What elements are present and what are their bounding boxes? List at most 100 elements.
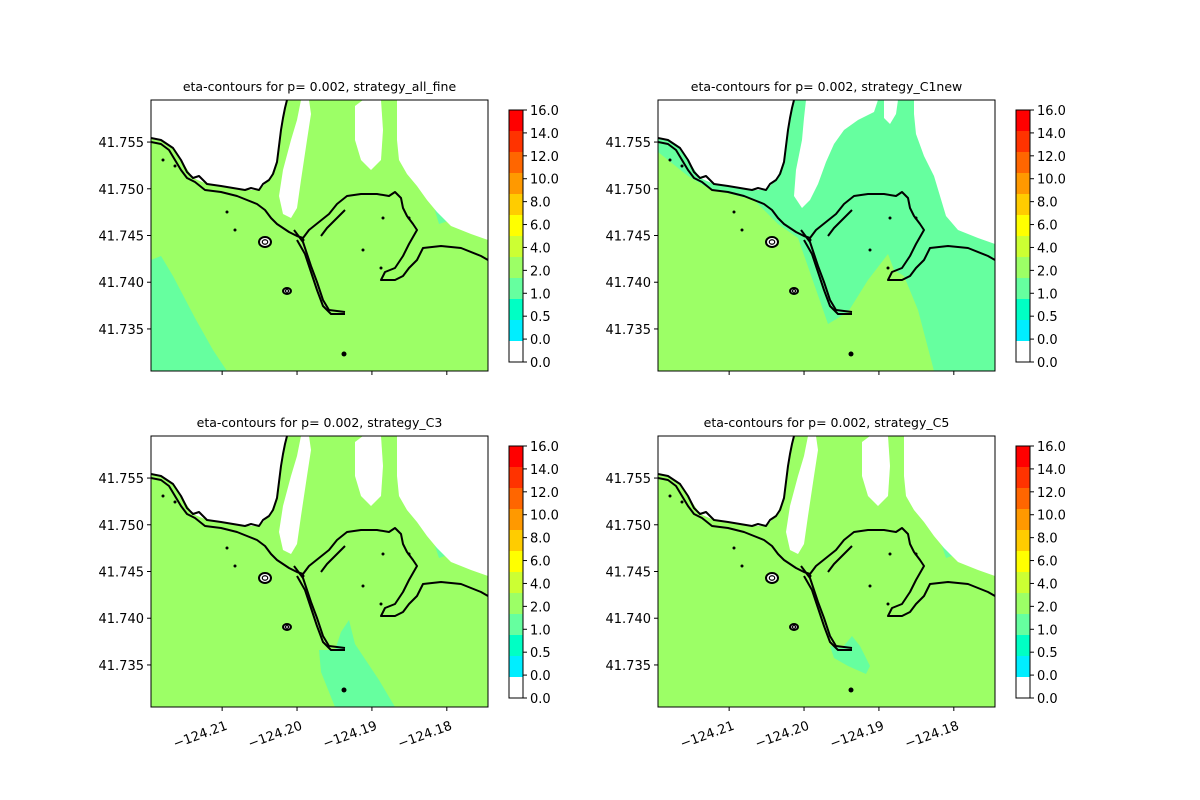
colorbar-band <box>1016 236 1030 258</box>
colorbar-band <box>1016 467 1030 489</box>
island-contour <box>258 236 272 248</box>
island-contour-inner <box>261 575 269 581</box>
colorbar-tick-label: 4.0 <box>1037 241 1058 256</box>
shoreline-harbor <box>151 477 488 617</box>
y-tick-label: 41.735 <box>606 659 652 674</box>
rock-marker <box>381 552 385 556</box>
colorbar-band <box>509 635 523 657</box>
island-contour-inner <box>284 289 290 293</box>
jetty-south <box>296 575 345 651</box>
colorbar-tick-label: 14.0 <box>1037 127 1066 142</box>
y-tick-label: 41.745 <box>99 566 145 581</box>
y-tick-label: 41.755 <box>99 472 145 487</box>
colorbar-tick-label: 6.0 <box>1037 219 1058 234</box>
island-contour <box>765 236 779 248</box>
x-tick-label: −124.19 <box>321 719 379 752</box>
colorbar-band <box>509 215 523 237</box>
colorbar-tick-label: 0.0 <box>1037 669 1058 684</box>
colorbar-band <box>1016 341 1030 363</box>
colorbar-frame <box>1015 109 1031 363</box>
colorbar-band <box>509 677 523 699</box>
y-tick-label: 41.745 <box>606 566 652 581</box>
colorbar-band <box>1016 530 1030 552</box>
colorbar-band <box>509 551 523 573</box>
subplot-title: eta-contours for p= 0.002, strategy_C3 <box>197 415 443 430</box>
colorbar-tick-label: 6.0 <box>530 219 551 234</box>
colorbar-band <box>509 236 523 258</box>
rock-marker <box>381 216 385 220</box>
dry-land-region <box>279 436 311 554</box>
colorbar-tick-label: 10.0 <box>530 509 559 524</box>
colorbar-band <box>509 614 523 636</box>
island-contour-inner <box>791 289 797 293</box>
rock-marker <box>301 238 305 242</box>
rock-marker <box>808 574 812 578</box>
y-tick-label: 41.750 <box>606 183 652 198</box>
y-tick-label: 41.735 <box>606 323 652 338</box>
colorbar-tick-label: 10.0 <box>1037 509 1066 524</box>
colorbar-frame <box>508 445 524 699</box>
subplot-all-fine: eta-contours for p= 0.002, strategy_all_… <box>99 79 559 375</box>
colorbar-band <box>1016 446 1030 468</box>
dry-land-region <box>786 436 818 554</box>
colorbar-band <box>1016 131 1030 153</box>
rock-marker <box>407 216 411 220</box>
rock-marker <box>301 574 305 578</box>
colorbar-band <box>1016 635 1030 657</box>
dry-land-region <box>914 100 995 244</box>
rock-marker <box>361 584 365 588</box>
rock-marker <box>225 210 229 214</box>
rock-marker <box>886 602 890 606</box>
dry-land-region <box>904 436 995 576</box>
contour-field <box>658 436 995 707</box>
y-tick-label: 41.755 <box>606 472 652 487</box>
dry-land-region <box>862 436 890 506</box>
colorbar-tick-label: 14.0 <box>530 463 559 478</box>
rock-marker <box>225 546 229 550</box>
colorbar-band <box>1016 572 1030 594</box>
colorbar-tick-label: 12.0 <box>1037 150 1066 165</box>
rock-marker <box>668 158 672 162</box>
colorbar-band <box>1016 551 1030 573</box>
y-tick-label: 41.735 <box>99 323 145 338</box>
island-contour <box>789 287 799 295</box>
colorbar-tick-label: 1.0 <box>1037 623 1058 638</box>
colorbar-band <box>1016 593 1030 615</box>
y-tick-label: 41.740 <box>99 612 145 627</box>
colorbar: 16.0 14.0 12.0 10.0 8.0 6.0 4.0 2.0 1.0 0.5 0.0 0.0 <box>1015 440 1066 707</box>
rock-marker <box>740 228 744 232</box>
island-contour-inner <box>284 625 290 629</box>
y-tick-label: 41.745 <box>606 230 652 245</box>
contour-secondary-region <box>830 636 870 674</box>
contour-field <box>658 100 995 371</box>
colorbar-band <box>509 173 523 195</box>
x-tick-label: −124.20 <box>246 719 304 752</box>
colorbar-band <box>509 320 523 342</box>
dry-land-region <box>884 100 898 124</box>
colorbar-band <box>509 488 523 510</box>
colorbar-tick-label: 14.0 <box>530 127 559 142</box>
colorbar: 16.0 14.0 12.0 10.0 8.0 6.0 4.0 2.0 1.0 0.5 0.0 0.0 <box>508 104 559 371</box>
island-contour-inner <box>768 575 776 581</box>
rock-marker <box>886 266 890 270</box>
dry-land-region <box>355 100 383 170</box>
colorbar-band <box>1016 152 1030 174</box>
breakwater <box>827 545 853 573</box>
rock-marker <box>361 248 365 252</box>
colorbar-band <box>509 467 523 489</box>
colorbar-tick-label: 0.0 <box>1037 333 1058 348</box>
breakwater <box>827 209 853 237</box>
colorbar-tick-label: 2.0 <box>1037 264 1058 279</box>
colorbar-tick-label: 2.0 <box>530 264 551 279</box>
colorbar-band <box>509 110 523 132</box>
colorbar-tick-label: 16.0 <box>530 104 559 119</box>
colorbar-band <box>509 131 523 153</box>
colorbar-band <box>1016 299 1030 321</box>
contour-secondary-region <box>658 152 934 371</box>
y-tick-label: 41.750 <box>99 519 145 534</box>
colorbar-tick-label: 0.0 <box>530 356 551 371</box>
colorbar: 16.0 14.0 12.0 10.0 8.0 6.0 4.0 2.0 1.0 0.5 0.0 0.0 <box>508 440 559 707</box>
colorbar-tick-label: 0.0 <box>1037 356 1058 371</box>
colorbar-tick-label: 8.0 <box>530 532 551 547</box>
